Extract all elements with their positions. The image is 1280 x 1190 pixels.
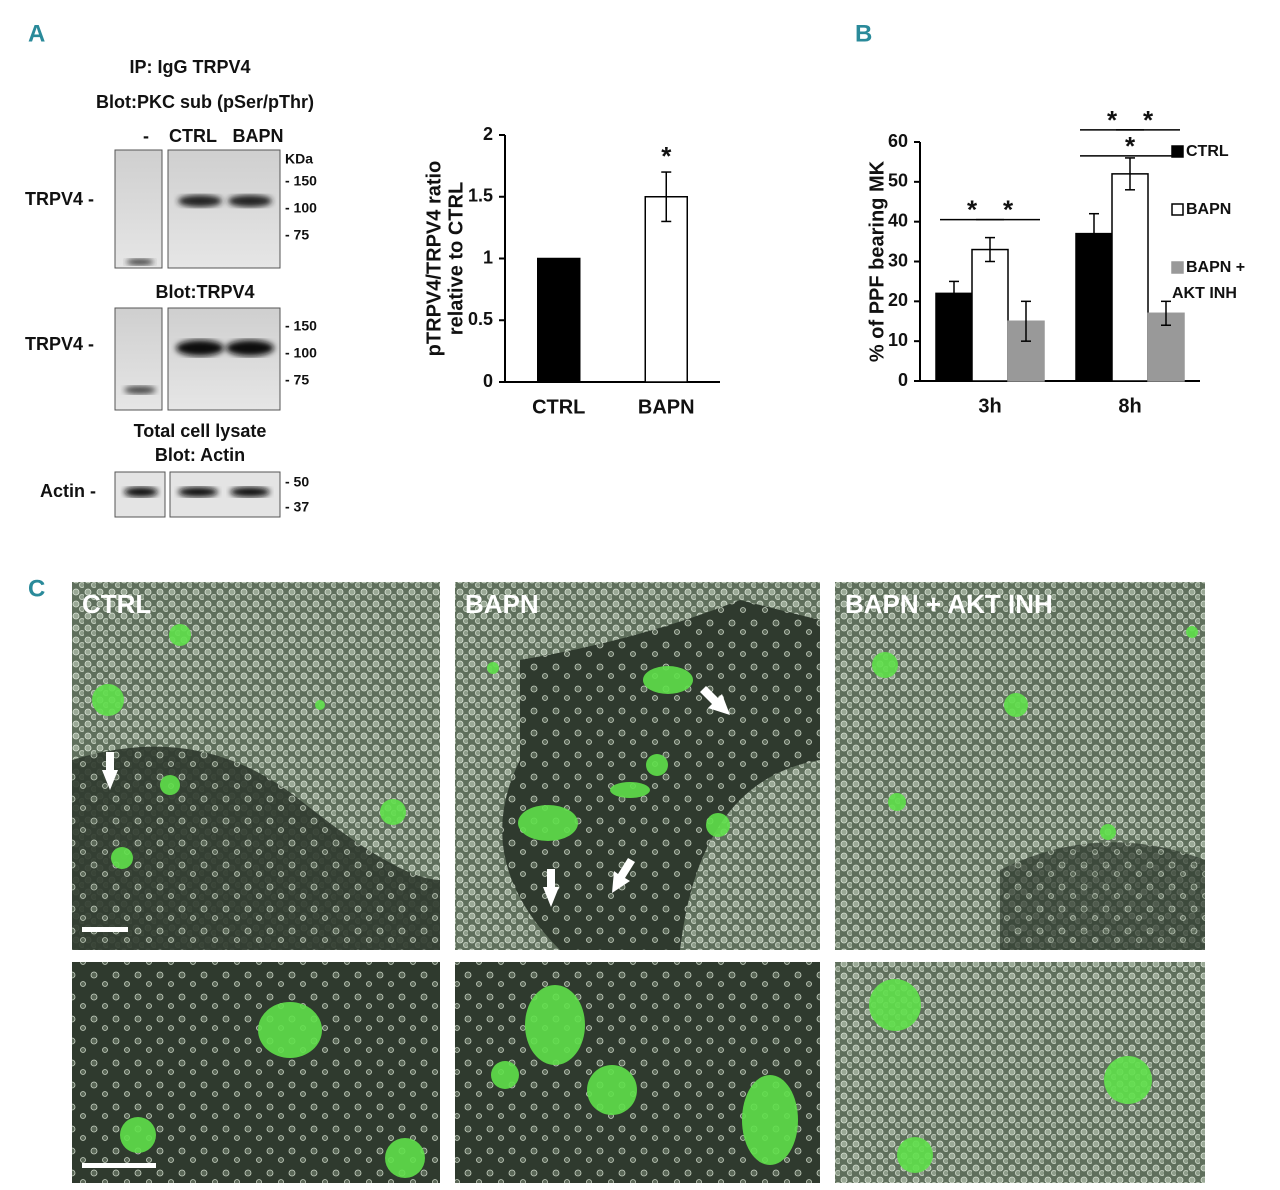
y-tick-label: 1.5 — [468, 186, 493, 206]
blot-title: Blot:TRPV4 — [156, 282, 255, 302]
ip-label: IP: IgG TRPV4 — [129, 57, 250, 77]
error-bar — [985, 236, 995, 263]
significance-label: * — [1125, 131, 1136, 161]
error-bar — [1021, 300, 1031, 342]
y-tick-label: 2 — [483, 124, 493, 144]
scale-bar — [82, 927, 128, 932]
micrograph-label: BAPN — [465, 589, 539, 619]
y-tick-label: 40 — [888, 210, 908, 230]
significance-label: * — [1107, 105, 1118, 135]
y-axis-label: % of PPF bearing MK — [866, 160, 888, 362]
bar — [1075, 232, 1113, 382]
y-tick-label: 50 — [888, 171, 908, 191]
micrographs: CTRL BAPN BAPN + AKT INH — [72, 582, 1205, 1183]
y-tick-label: 20 — [888, 290, 908, 310]
y-tick-label: 0 — [483, 371, 493, 391]
scale-bar — [82, 1163, 156, 1168]
error-bar — [661, 171, 672, 223]
lane-label: CTRL — [169, 126, 217, 146]
blot-image — [114, 149, 163, 269]
legend-swatch — [1171, 203, 1184, 216]
western-blot: IP: IgG TRPV4 Blot:PKC sub (pSer/pThr) -… — [25, 57, 317, 518]
y-axis-label: relative to CTRL — [445, 182, 467, 335]
significance-label: * — [1003, 194, 1014, 224]
kda-label: KDa — [285, 151, 313, 167]
significance-label: * — [967, 194, 978, 224]
row-label: TRPV4 - — [25, 334, 94, 354]
blot-image — [167, 149, 281, 269]
micrograph-label: BAPN + AKT INH — [845, 589, 1053, 619]
marker: - 75 — [285, 372, 309, 388]
y-tick-label: 60 — [888, 131, 908, 151]
legend-label: CTRL — [1186, 143, 1229, 160]
y-axis-label: pTRPV4/TRPV4 ratio — [423, 161, 445, 357]
marker: - 37 — [285, 499, 309, 515]
bar — [971, 248, 1009, 382]
blot-title: Total cell lysate — [134, 421, 267, 441]
marker: - 50 — [285, 474, 309, 490]
legend-label: BAPN + AKT INH — [1172, 259, 1245, 302]
micrograph-label: CTRL — [82, 589, 151, 619]
blot-title: Blot:PKC sub (pSer/pThr) — [96, 92, 314, 112]
error-bar — [1089, 212, 1099, 255]
micrograph — [72, 962, 440, 1183]
row-label: TRPV4 - — [25, 189, 94, 209]
error-bar — [949, 280, 959, 307]
significance-label: * — [661, 141, 672, 171]
y-tick-label: 1 — [483, 247, 493, 267]
legend-swatch — [1171, 261, 1184, 274]
error-bar — [1161, 300, 1171, 326]
blot-image — [114, 307, 163, 411]
error-bar — [1125, 157, 1135, 191]
marker: - 100 — [285, 345, 317, 361]
x-tick-label: BAPN — [638, 396, 695, 418]
marker: - 150 — [285, 318, 317, 334]
panel-label: B — [855, 20, 872, 47]
lane-label: BAPN — [232, 126, 283, 146]
marker: - 75 — [285, 227, 309, 243]
legend-label: BAPN — [1186, 201, 1231, 218]
marker: - 100 — [285, 200, 317, 216]
blot-title: Blot: Actin — [155, 445, 245, 465]
x-tick-label: 8h — [1118, 395, 1141, 417]
bar — [537, 257, 581, 383]
bar — [644, 196, 688, 383]
significance-label: * — [1143, 105, 1154, 135]
blot-image — [167, 307, 281, 411]
y-tick-label: 0 — [898, 370, 908, 390]
panel-label: C — [28, 575, 45, 602]
x-tick-label: CTRL — [532, 396, 585, 418]
y-tick-label: 10 — [888, 330, 908, 350]
lane-label: - — [143, 126, 149, 146]
bar — [1111, 173, 1149, 382]
row-label: Actin - — [40, 481, 96, 501]
panel-label: A — [28, 20, 45, 47]
bar — [935, 292, 973, 382]
marker: - 150 — [285, 173, 317, 189]
x-tick-label: 3h — [978, 395, 1001, 417]
y-tick-label: 0.5 — [468, 309, 493, 329]
y-tick-label: 30 — [888, 250, 908, 270]
legend-swatch — [1171, 145, 1184, 158]
